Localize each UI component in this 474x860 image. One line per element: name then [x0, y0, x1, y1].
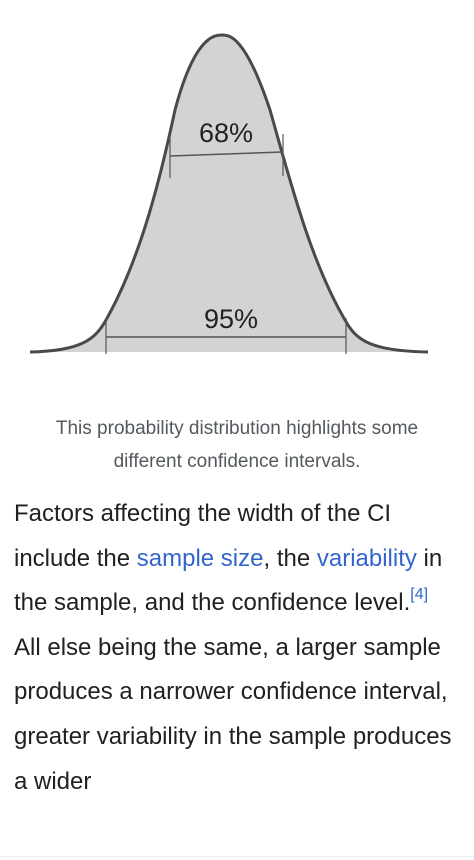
bell-curve-line — [29, 33, 429, 354]
interval-95-label: 95% — [204, 304, 258, 334]
distribution-figure[interactable]: 68% 95% — [0, 0, 474, 400]
figure-caption: This probability distribution highlights… — [55, 418, 419, 472]
paragraph-text-2: , the — [263, 544, 317, 572]
bottom-divider — [0, 856, 474, 857]
interval-68-bar — [169, 151, 284, 157]
paragraph-text-3: in the sample, and the confidence level. — [14, 544, 443, 617]
paragraph-text-4: All else being the same, a larger sample… — [14, 633, 452, 795]
link-sample-size[interactable]: sample size — [136, 544, 264, 572]
paragraph-text-1: Factors affecting the width of the CI in… — [14, 500, 392, 572]
article-paragraph: Factors affecting the width of the CI in… — [14, 492, 460, 804]
link-variability[interactable]: variability — [316, 544, 417, 572]
bell-curve-diagram: 68% 95% — [29, 33, 429, 354]
interval-68-label: 68% — [199, 118, 253, 148]
reference-link-4[interactable]: [4] — [410, 586, 429, 604]
